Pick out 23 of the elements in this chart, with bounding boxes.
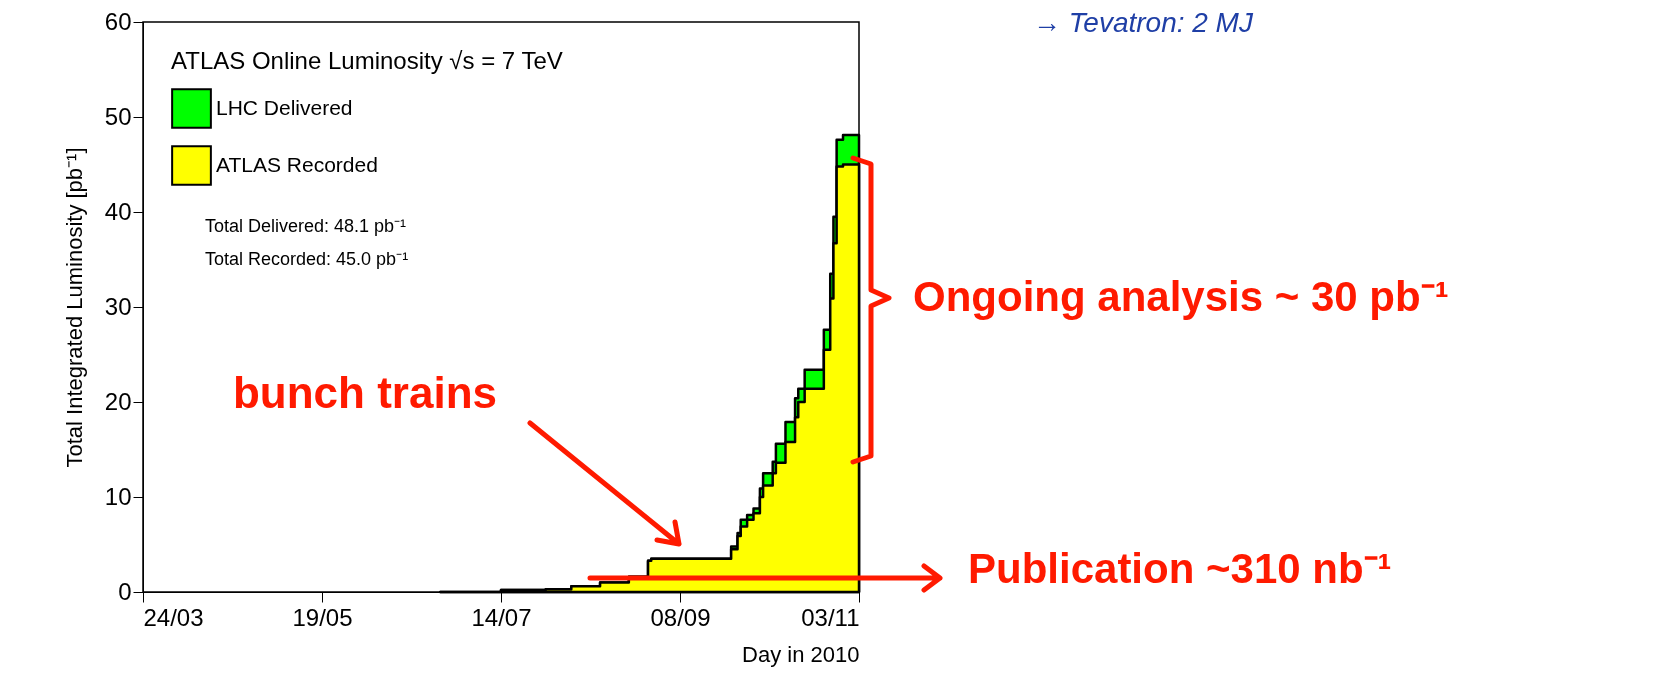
x-tick-label: 03/11 bbox=[801, 603, 860, 631]
x-tick-label: 19/05 bbox=[292, 603, 353, 631]
y-axis-title: Total Integrated Luminosity [pb⁻¹] bbox=[61, 147, 87, 468]
legend-title: ATLAS Online Luminosity √s = 7 TeV bbox=[171, 47, 563, 74]
y-tick-label: 10 bbox=[104, 482, 132, 510]
annotation: Total Recorded: 45.0 pb⁻¹ bbox=[205, 249, 409, 269]
y-tick-label: 60 bbox=[104, 7, 132, 35]
text: Publication ~310 nb⁻¹ bbox=[968, 545, 1392, 592]
text: Ongoing analysis ~ 30 pb⁻¹ bbox=[913, 273, 1449, 320]
y-tick-label: 50 bbox=[104, 102, 132, 130]
y-tick-label: 40 bbox=[104, 197, 132, 225]
x-tick-label: 08/09 bbox=[650, 603, 711, 631]
y-tick-label: 20 bbox=[104, 387, 132, 415]
x-axis-title: Day in 2010 bbox=[742, 641, 860, 667]
annotation: Total Delivered: 48.1 pb⁻¹ bbox=[205, 216, 407, 236]
x-tick-label: 24/03 bbox=[143, 603, 204, 631]
y-tick-label: 30 bbox=[104, 292, 132, 320]
x-tick-label: 14/07 bbox=[471, 603, 532, 631]
legend-label: ATLAS Recorded bbox=[216, 152, 378, 176]
text: → Tevatron: 2 MJ bbox=[1033, 7, 1254, 38]
y-tick-label: 0 bbox=[118, 577, 132, 605]
legend-label: LHC Delivered bbox=[216, 95, 353, 119]
annotation: bunch trains bbox=[232, 368, 498, 417]
